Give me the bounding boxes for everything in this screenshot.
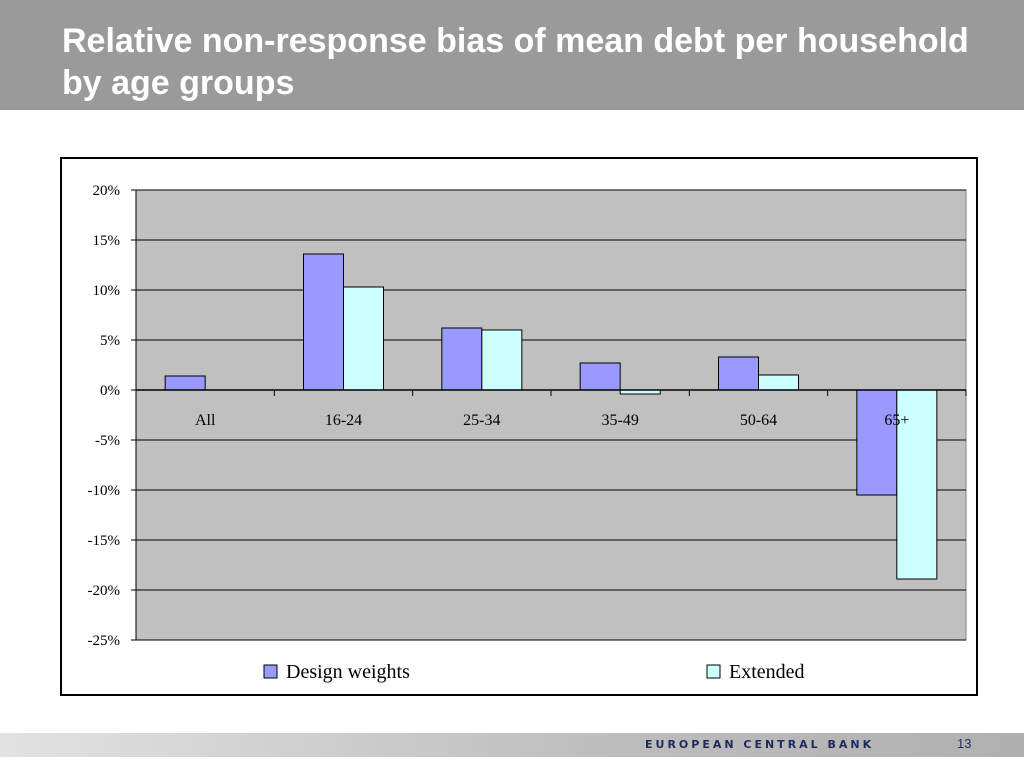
y-tick-label: -10%	[88, 483, 121, 499]
y-tick-label: 5%	[100, 333, 120, 349]
legend-swatch	[706, 664, 721, 679]
legend-label: Extended	[729, 661, 805, 683]
bar-extended	[758, 374, 799, 391]
y-tick-label: -25%	[88, 633, 121, 649]
x-tick-label: 50-64	[740, 412, 777, 429]
bar-extended	[481, 329, 523, 391]
footer-brand: EUROPEAN CENTRAL BANK	[645, 738, 875, 751]
chart-frame: 20% 15% 10% 5% 0% -5% -10% -15% -20% -25% All 16-24…	[60, 157, 978, 696]
bar-design-weights	[856, 389, 898, 496]
bar-design-weights	[441, 327, 483, 391]
x-tick-label: 25-34	[463, 412, 500, 429]
y-tick-label: 20%	[93, 183, 121, 199]
y-tick-label: 0%	[100, 383, 120, 399]
y-tick-label: -20%	[88, 583, 121, 599]
legend-label: Design weights	[286, 661, 410, 683]
x-tick-label: 16-24	[325, 412, 362, 429]
legend-swatch	[263, 664, 278, 679]
y-tick-label: -5%	[95, 433, 120, 449]
bar-design-weights	[164, 375, 206, 391]
bar-design-weights	[579, 362, 621, 391]
y-tick-label: -15%	[88, 533, 121, 549]
x-tick-label: All	[195, 412, 216, 429]
bar-extended	[343, 286, 384, 391]
bar-design-weights	[303, 253, 344, 391]
bar-extended	[896, 389, 938, 580]
bar-chart: 20% 15% 10% 5% 0% -5% -10% -15% -20% -25% All 16-24…	[88, 183, 967, 683]
bar-design-weights	[718, 356, 759, 391]
y-tick-label: 15%	[93, 233, 121, 249]
title-bar: Relative non-response bias of mean debt …	[0, 0, 1024, 110]
plot-area	[135, 189, 967, 641]
slide-title: Relative non-response bias of mean debt …	[62, 22, 969, 102]
x-tick-label: 35-49	[602, 412, 639, 429]
y-tick-label: 10%	[93, 283, 121, 299]
footer-bar	[0, 733, 1024, 757]
x-tick-label: 65+	[884, 412, 909, 429]
page-number: 13	[957, 736, 972, 751]
